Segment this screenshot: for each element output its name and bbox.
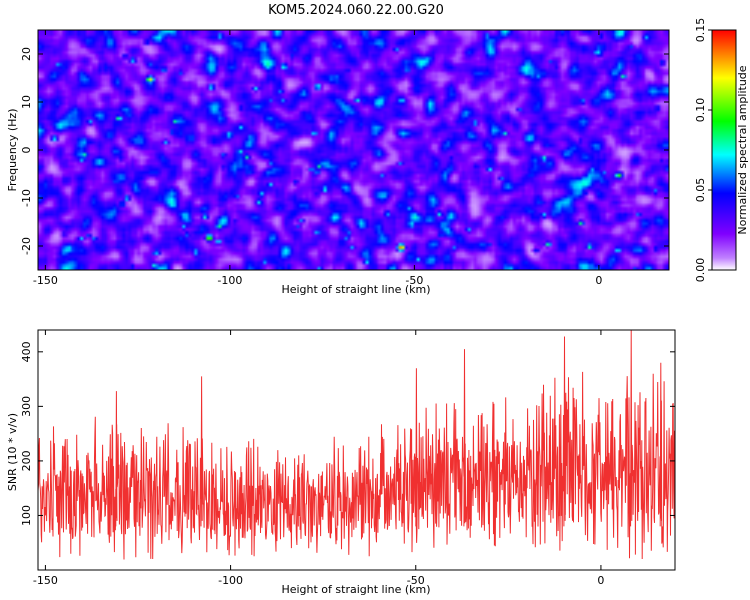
spectrogram-y-tick-label: -20 (20, 237, 33, 255)
spectrogram-x-tick-label: 0 (595, 274, 602, 287)
snr-y-ticks: 100 200 300 400 (20, 341, 675, 526)
colorbar-tick-label: 0.15 (694, 18, 707, 43)
spectrogram-y-ticks: -20 -10 0 10 20 (20, 47, 669, 255)
snr-y-tick-label: 400 (20, 341, 33, 362)
figure-title: KOM5.2024.060.22.00.G20 (268, 3, 444, 18)
colorbar-tick-label: 0.05 (694, 178, 707, 203)
spectrogram-x-label: Height of straight line (km) (281, 283, 430, 296)
snr-frame (37, 329, 676, 571)
snr-line (38, 330, 675, 560)
spectrogram-heatmap (38, 30, 669, 270)
snr-y-tick-label: 200 (20, 450, 33, 471)
snr-y-tick-label: 100 (20, 505, 33, 526)
snr-x-tick-label: -100 (218, 574, 243, 587)
spectrogram-y-tick-label: 20 (20, 47, 33, 61)
colorbar-tick-label: 0.10 (694, 98, 707, 123)
colorbar-gradient (711, 29, 737, 271)
snr-x-tick-label: -50 (407, 574, 425, 587)
spectrogram-x-ticks: -150 -100 -50 0 (33, 30, 602, 287)
spectrogram-x-tick-label: -50 (405, 274, 423, 287)
colorbar-ticks: 0.00 0.05 0.10 0.15 (694, 18, 712, 283)
snr-y-label: SNR (10 * v/v) (6, 413, 19, 491)
colorbar: 0.00 0.05 0.10 0.15 Normalized spectral amp… (694, 18, 749, 283)
spectrogram-y-tick-label: -10 (20, 189, 33, 207)
colorbar-tick-label: 0.00 (694, 258, 707, 283)
colorbar-label: Normalized spectral amplitude (736, 65, 749, 234)
spectrogram-x-tick-label: -100 (217, 274, 242, 287)
snr-x-tick-label: -150 (33, 574, 58, 587)
spectrogram-y-tick-label: 10 (20, 95, 33, 109)
snr-x-ticks: -150 -100 -50 0 (33, 330, 604, 587)
snr-x-tick-label: 0 (597, 574, 604, 587)
snr-panel: -150 -100 -50 0 100 200 300 400 Height of stra… (6, 329, 676, 596)
snr-series (38, 330, 675, 560)
snr-x-label: Height of straight line (km) (281, 583, 430, 596)
snr-y-tick-label: 300 (20, 396, 33, 417)
spectrogram-y-tick-label: 0 (20, 147, 33, 154)
spectrogram-y-label: Frequency (Hz) (6, 109, 19, 192)
spectrogram-x-tick-label: -150 (33, 274, 58, 287)
